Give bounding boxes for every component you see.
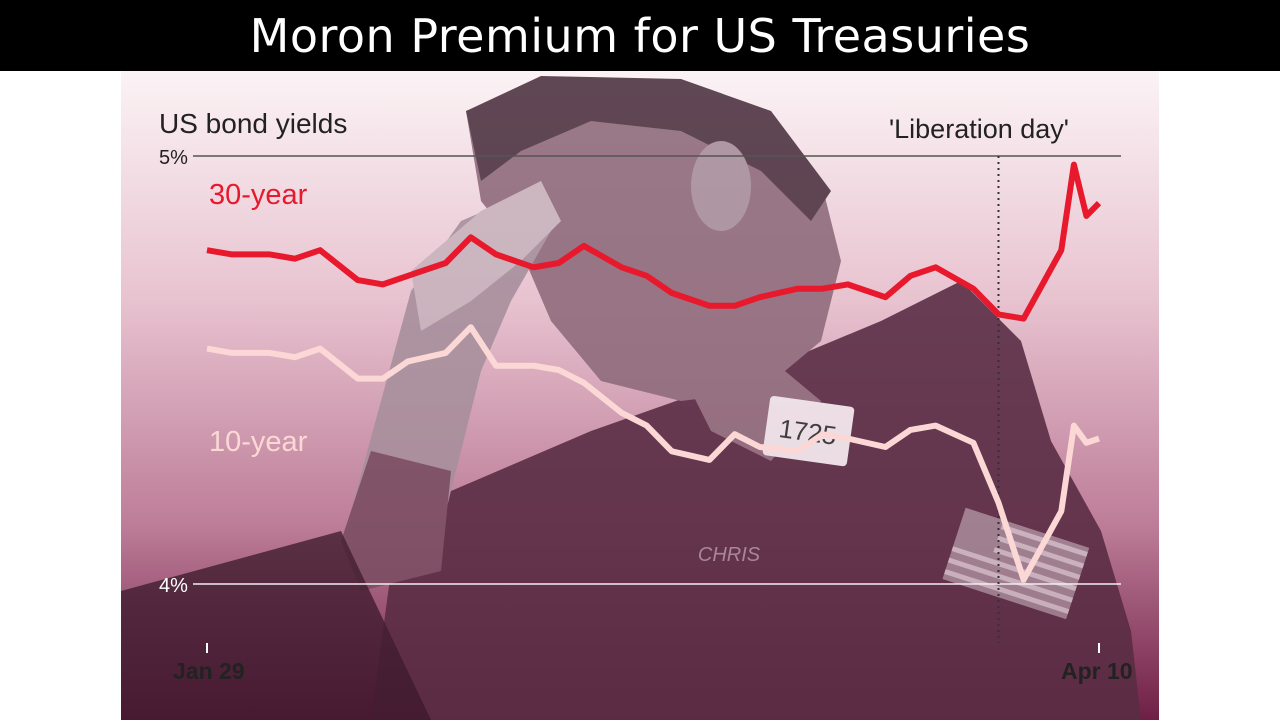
label-layer: US bond yields 'Liberation day' 30-year … [159,108,1133,684]
chart-panel: 1725 CHRIS 5% 4% US bond yields 'Liberati… [121,71,1159,720]
bond-yield-chart: 1725 CHRIS 5% 4% US bond yields 'Liberati… [121,71,1159,720]
chart-title: US bond yields [159,108,347,139]
trader-photo: 1725 CHRIS [121,76,1141,720]
trader-hand [411,181,561,331]
trader-tablet [121,531,431,720]
name-tag: CHRIS [698,544,761,566]
series-label-10-year: 10-year [209,426,308,458]
x-tick-label-start: Jan 29 [173,658,245,684]
annotation-label: 'Liberation day' [889,114,1069,144]
y-tick-label: 5% [159,147,188,169]
reference-lines: 5% 4% [159,147,1121,653]
series-layer [206,161,1102,583]
trader-jacket [371,281,1141,720]
trader-sleeve [341,451,451,591]
series-line-10-year [206,324,1100,583]
series-label-30-year: 30-year [209,179,308,211]
slide-title: Moron Premium for US Treasuries [0,0,1280,71]
y-tick-label: 4% [159,575,188,597]
trader-hair [466,76,831,221]
series-line-30-year [206,161,1102,322]
trader-ear [691,141,751,231]
x-tick-label-end: Apr 10 [1061,658,1133,684]
